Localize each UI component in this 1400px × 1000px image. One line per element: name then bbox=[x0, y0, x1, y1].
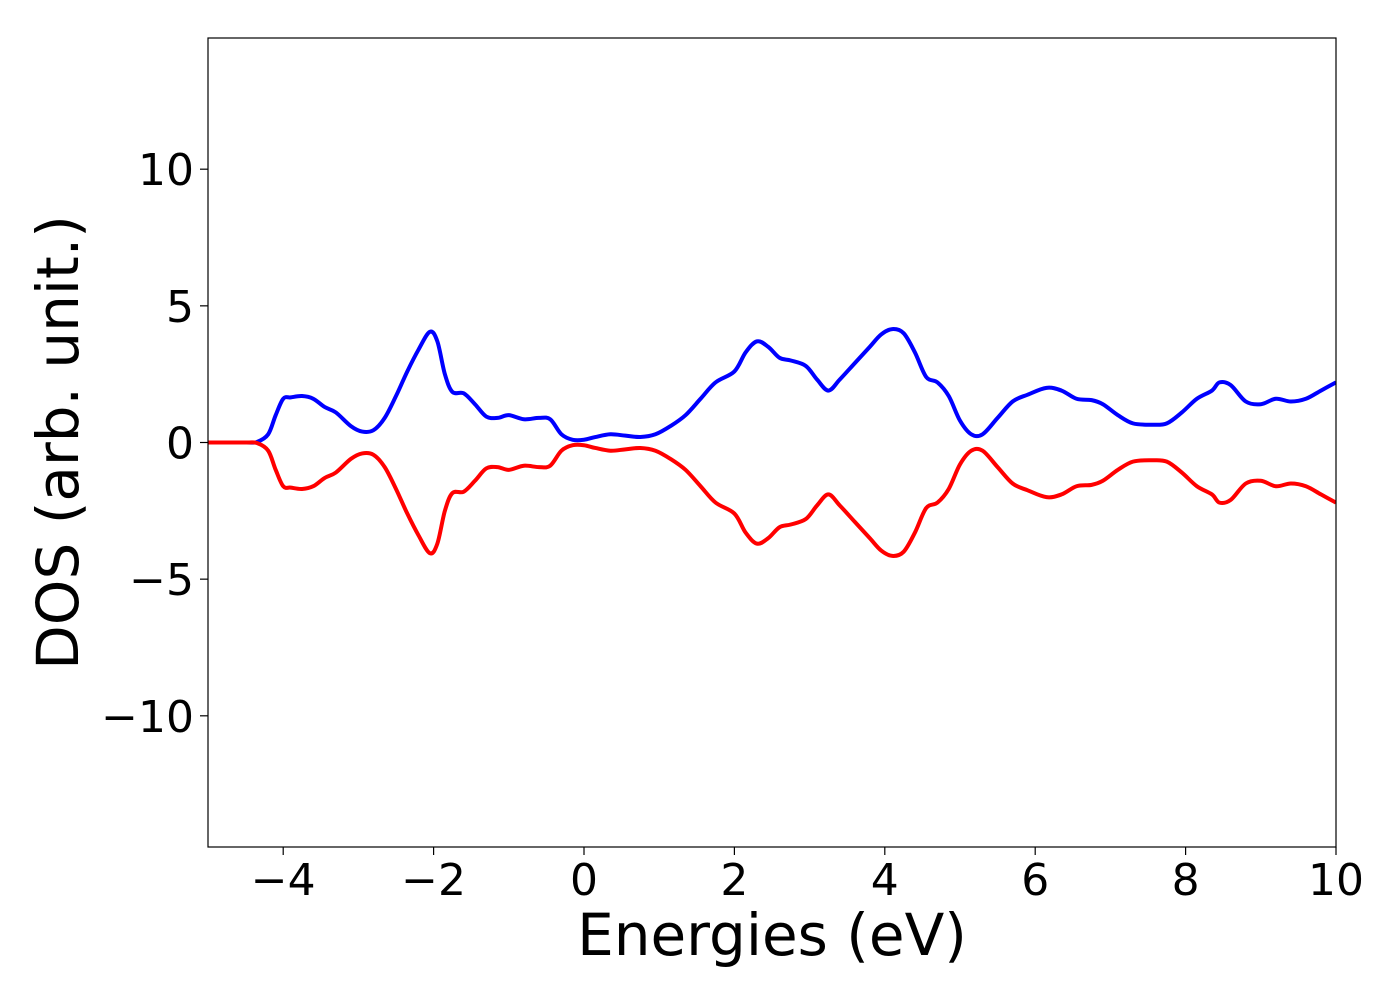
x-tick-label: −4 bbox=[251, 855, 316, 906]
x-tick-label: −2 bbox=[401, 855, 466, 906]
y-tick-label: −5 bbox=[129, 555, 194, 606]
series-layer bbox=[208, 327, 1336, 558]
series-line-spin-up bbox=[208, 327, 1336, 445]
y-tick-label: 0 bbox=[166, 419, 194, 470]
x-axis-ticks: −4 −2 0 2 4 6 8 10 bbox=[251, 847, 1364, 906]
x-tick-label: 8 bbox=[1172, 855, 1200, 906]
x-axis-label: Energies (eV) bbox=[577, 901, 967, 969]
x-tick-label: 0 bbox=[570, 855, 598, 906]
plot-frame bbox=[207, 37, 1337, 848]
series-line-spin-down bbox=[208, 440, 1336, 558]
x-tick-label: 10 bbox=[1308, 855, 1364, 906]
y-tick-label: 5 bbox=[166, 282, 194, 333]
x-tick-label: 6 bbox=[1021, 855, 1049, 906]
x-tick-label: 4 bbox=[871, 855, 899, 906]
y-tick-label: 10 bbox=[138, 145, 194, 196]
y-axis-label: DOS (arb. unit.) bbox=[24, 215, 92, 670]
x-tick-label: 2 bbox=[720, 855, 748, 906]
y-axis-ticks: −10 −5 0 5 10 bbox=[101, 145, 208, 743]
y-tick-label: −10 bbox=[101, 692, 194, 743]
